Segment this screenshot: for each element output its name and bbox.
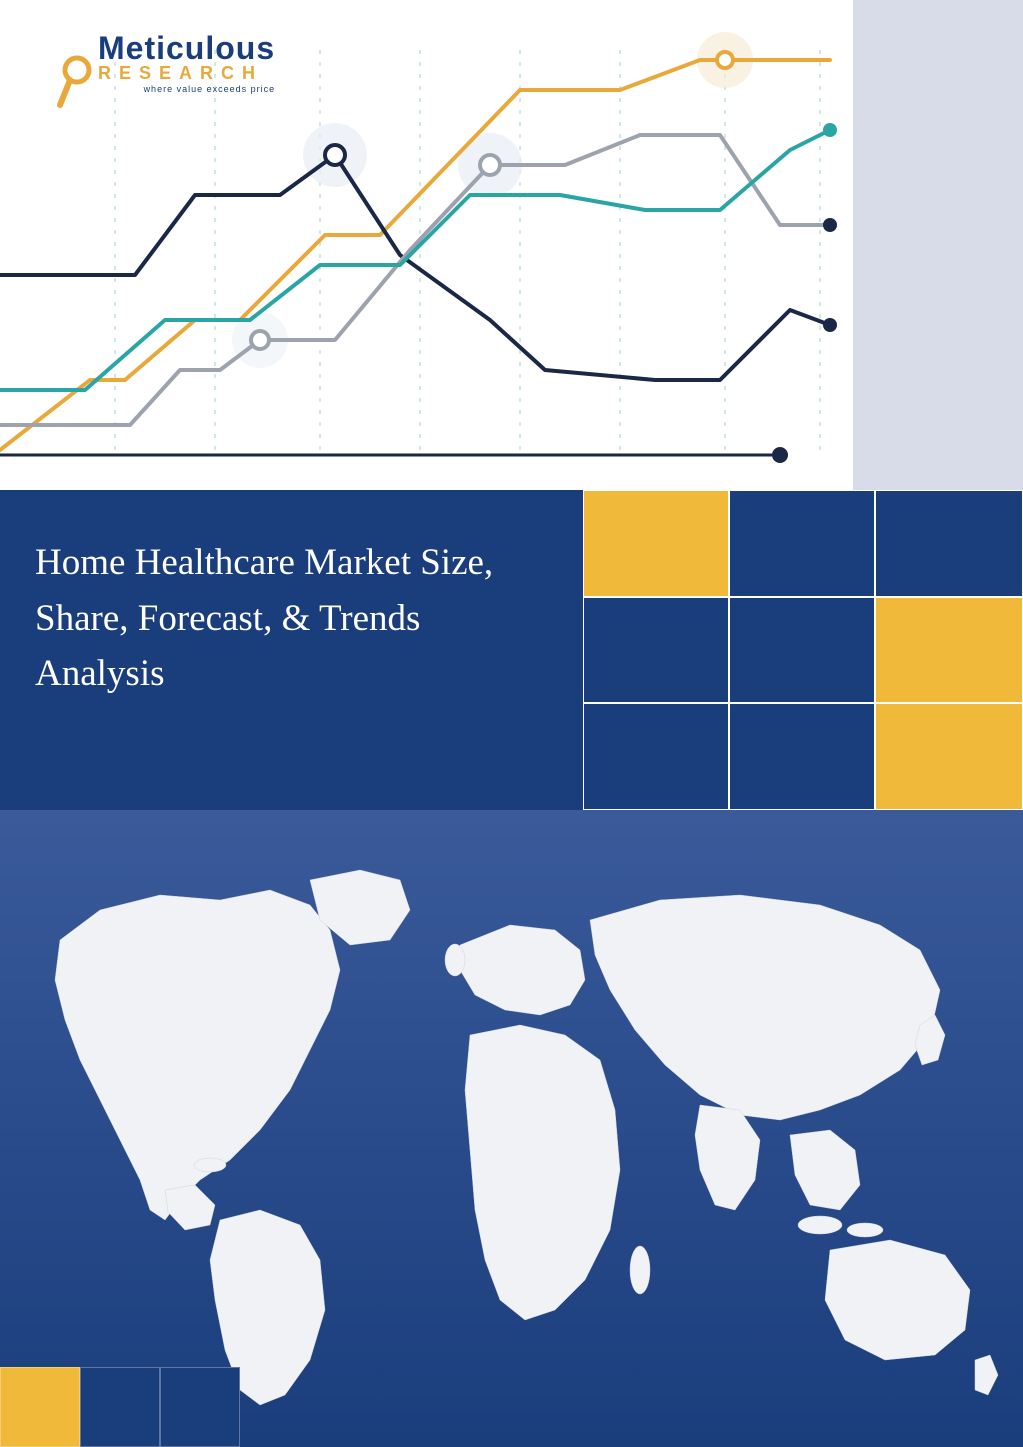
bottom-square (0, 1367, 80, 1447)
world-map (0, 850, 1023, 1410)
grid-cell (583, 703, 729, 810)
grid-cell (729, 703, 875, 810)
side-panel (853, 0, 1023, 490)
bottom-decorative-squares (0, 1367, 240, 1447)
grid-cell (583, 490, 729, 597)
grid-cell (875, 703, 1023, 810)
map-section (0, 810, 1023, 1447)
magnifier-icon (55, 55, 105, 115)
logo-sub-text: RESEARCH (98, 63, 275, 84)
decorative-grid (583, 490, 1023, 810)
chart-section: Meticulous RESEARCH where value exceeds … (0, 0, 1023, 490)
logo-tagline: where value exceeds price (98, 84, 275, 94)
logo-main-text: Meticulous (98, 30, 275, 67)
logo: Meticulous RESEARCH where value exceeds … (60, 30, 275, 94)
grid-cell (875, 490, 1023, 597)
grid-cell (729, 490, 875, 597)
grid-cell (875, 597, 1023, 704)
grid-cell (729, 597, 875, 704)
report-title: Home Healthcare Market Size, Share, Fore… (35, 535, 555, 702)
grid-cell (583, 597, 729, 704)
bottom-square (160, 1367, 240, 1447)
bottom-square (80, 1367, 160, 1447)
title-section: Home Healthcare Market Size, Share, Fore… (0, 490, 1023, 810)
